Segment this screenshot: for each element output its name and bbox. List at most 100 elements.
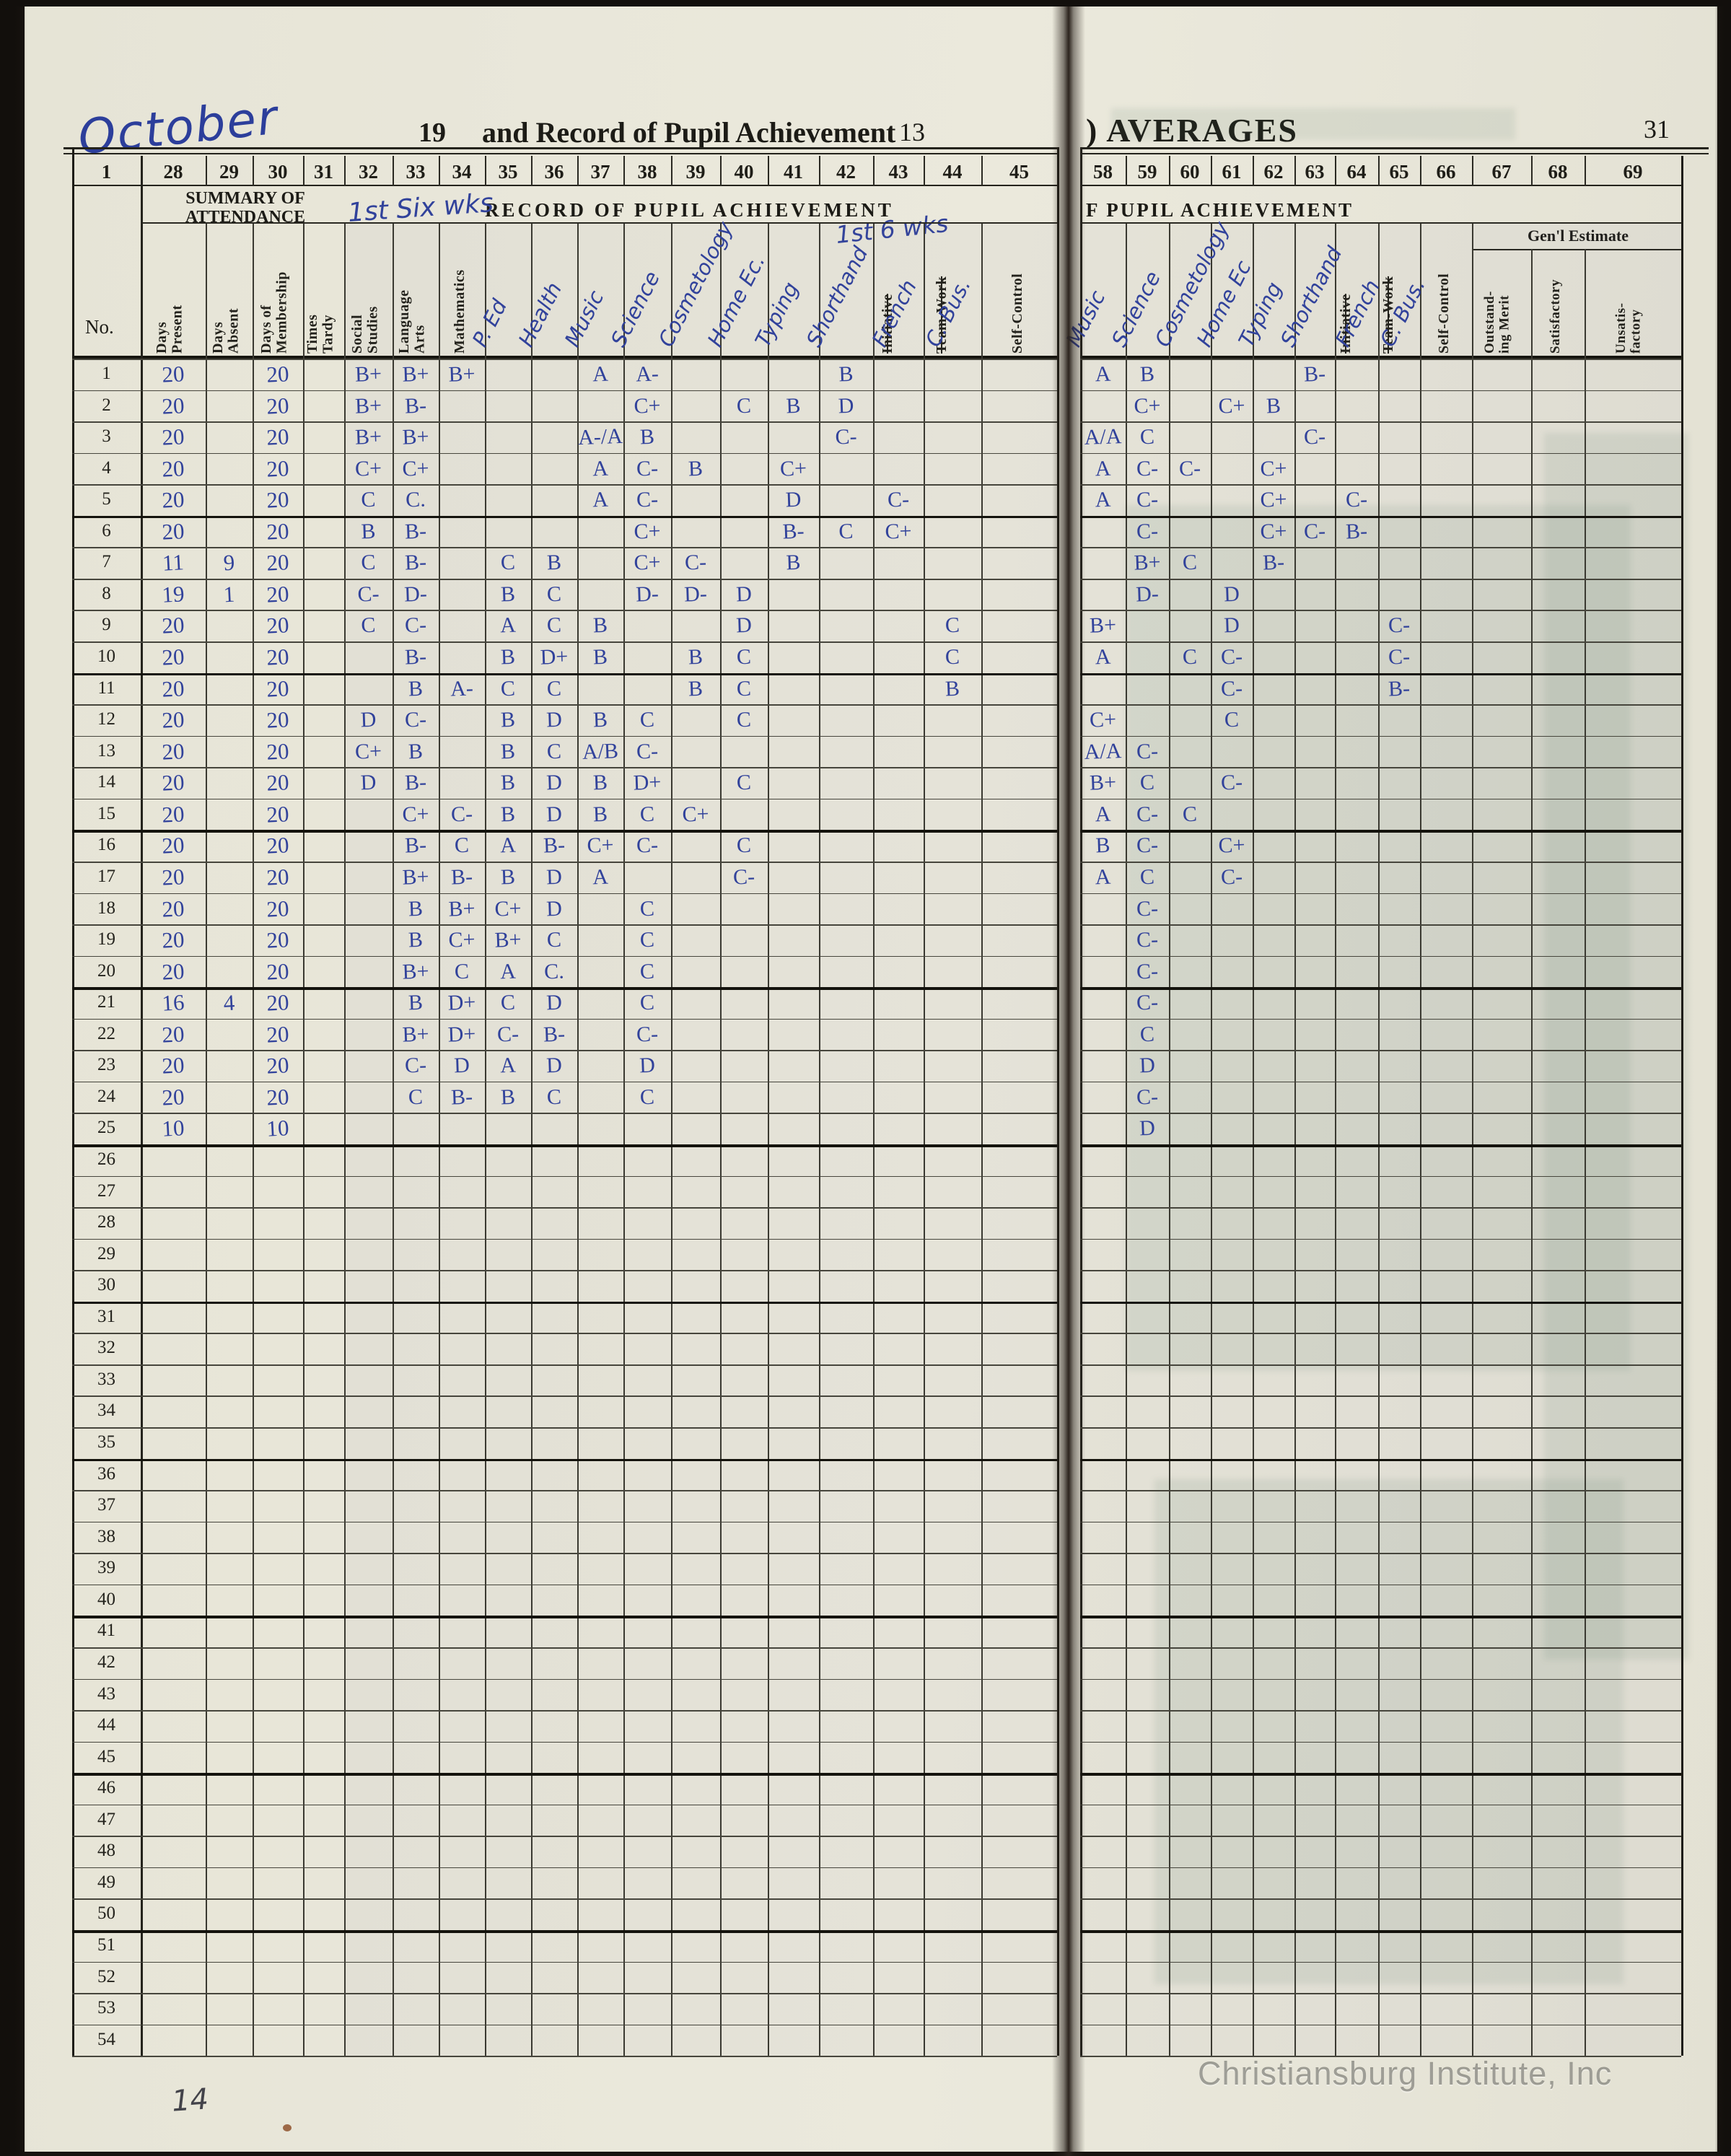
grade-cell: D- xyxy=(683,582,708,607)
attendance-cell: 20 xyxy=(266,675,290,702)
attendance-cell: 9 xyxy=(222,549,236,576)
grade-cell: B- xyxy=(450,1084,473,1110)
attendance-cell: 20 xyxy=(266,612,290,639)
grid-line xyxy=(873,224,875,2056)
attendance-cell: 20 xyxy=(161,675,185,702)
grade-cell: B- xyxy=(543,1022,566,1047)
grid-line xyxy=(72,1270,1057,1271)
grid-line xyxy=(72,1018,1057,1020)
grid-line xyxy=(63,147,1057,149)
grid-line xyxy=(72,1458,1057,1462)
row-number: 16 xyxy=(97,835,115,855)
left-page-number: 13 xyxy=(899,118,925,146)
grade-cell: C- xyxy=(404,613,427,638)
grid-line xyxy=(531,224,533,2056)
row-number: 22 xyxy=(97,1023,115,1043)
row-number: 34 xyxy=(97,1401,115,1421)
grid-line xyxy=(1080,1678,1681,1680)
grid-line xyxy=(1080,893,1681,895)
grade-cell: C xyxy=(945,644,960,670)
grid-line xyxy=(1080,578,1681,580)
grid-line xyxy=(1080,1238,1681,1240)
column-number: 28 xyxy=(163,161,183,183)
grade-cell: C- xyxy=(1220,770,1243,795)
grade-cell: C- xyxy=(450,802,473,827)
grid-line xyxy=(1126,156,1127,186)
grade-cell: B xyxy=(360,519,377,544)
grid-line xyxy=(819,224,820,2056)
grid-line xyxy=(303,156,304,186)
column-number: 43 xyxy=(888,161,908,183)
grid-line xyxy=(1080,1113,1681,1115)
attendance-cell: 20 xyxy=(161,1020,185,1048)
grade-cell: A xyxy=(499,833,517,858)
column-number: 38 xyxy=(637,161,657,183)
grid-line xyxy=(1080,1395,1681,1398)
attendance-cell: 4 xyxy=(222,989,236,1016)
grid-line xyxy=(1080,452,1681,455)
grade-cell: C xyxy=(1182,551,1198,575)
grade-cell: D xyxy=(735,582,753,607)
grade-cell: C- xyxy=(1220,864,1243,890)
row-number: 11 xyxy=(97,678,115,698)
printed-column-label: Self-Control xyxy=(1436,273,1452,354)
grade-cell: C- xyxy=(1136,739,1159,764)
grid-line xyxy=(72,1238,1057,1240)
column-number: 62 xyxy=(1263,161,1284,183)
grade-cell: C- xyxy=(1178,456,1201,481)
grid-line xyxy=(1080,1333,1681,1334)
printed-column-label: Satisfactory xyxy=(1548,279,1563,354)
open-book-pages xyxy=(25,6,1717,2152)
attendance-cell: 20 xyxy=(266,801,290,828)
grid-line xyxy=(1080,1930,1681,1933)
printed-column-label: Times Tardy xyxy=(304,314,336,354)
grid-line xyxy=(72,1898,1057,1901)
grid-line xyxy=(72,1333,1057,1334)
grade-cell: A xyxy=(592,864,609,890)
grade-cell: C- xyxy=(1220,676,1243,701)
year-prefix: 19 xyxy=(418,118,446,148)
grade-cell: B xyxy=(500,739,516,764)
attendance-cell: 20 xyxy=(266,1084,290,1110)
attendance-cell: 20 xyxy=(266,1020,290,1048)
attendance-cell: 20 xyxy=(161,518,185,545)
grade-cell: B xyxy=(500,582,516,607)
grade-cell: C xyxy=(1182,644,1198,670)
grade-cell: B- xyxy=(404,644,427,670)
grid-line xyxy=(1080,222,1681,224)
grid-line xyxy=(1080,147,1709,149)
grid-line xyxy=(1080,672,1681,676)
grid-line xyxy=(1531,249,1533,2056)
grade-cell: B+ xyxy=(354,424,382,450)
grid-line xyxy=(1080,610,1681,612)
grade-cell: B xyxy=(500,707,516,732)
attendance-cell: 20 xyxy=(266,392,290,419)
grid-line xyxy=(1211,224,1212,2056)
grade-cell: B xyxy=(688,456,704,481)
grade-cell: B- xyxy=(404,770,427,795)
grid-line xyxy=(1080,515,1681,519)
grade-cell: B xyxy=(500,802,516,827)
grade-cell: C xyxy=(736,833,752,858)
record-group-header-right: F PUPIL ACHIEVEMENT xyxy=(1086,199,1354,221)
grid-line xyxy=(1211,156,1212,186)
grid-line xyxy=(72,421,1057,423)
grid-line xyxy=(1080,1207,1681,1209)
row-number: 49 xyxy=(97,1872,115,1892)
book-left-edge xyxy=(0,0,26,2156)
grid-line xyxy=(720,224,722,2056)
grade-cell: B xyxy=(1095,833,1111,858)
grade-cell: D xyxy=(360,770,377,795)
grade-cell: C+ xyxy=(1259,487,1288,512)
grade-cell: C+ xyxy=(354,456,382,481)
grid-line xyxy=(1080,1553,1681,1554)
attendance-cell: 20 xyxy=(161,392,185,419)
grid-line xyxy=(577,224,579,2056)
grid-line xyxy=(72,1804,1057,1806)
grade-cell: C xyxy=(736,707,752,732)
row-number: 38 xyxy=(97,1526,115,1546)
genl-estimate-header: Gen'l Estimate xyxy=(1528,227,1629,245)
grid-line xyxy=(72,452,1057,455)
grade-cell: B xyxy=(408,990,424,1015)
column-number: 30 xyxy=(268,161,288,183)
